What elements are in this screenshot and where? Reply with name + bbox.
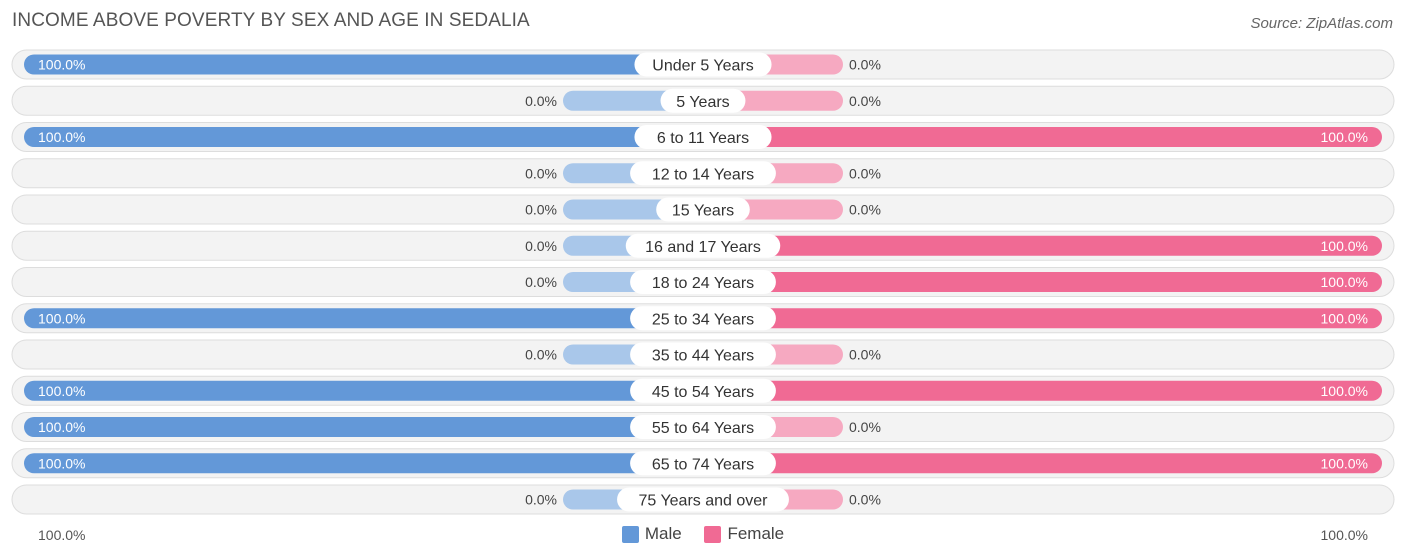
category-label: 45 to 54 Years <box>652 384 754 401</box>
axis-right-label: 100.0% <box>1320 527 1368 543</box>
female-value-label: 100.0% <box>1321 274 1368 290</box>
legend-swatch-male <box>621 525 639 543</box>
male-bar <box>24 417 703 437</box>
category-label: Under 5 Years <box>652 58 753 75</box>
male-value-label: 0.0% <box>525 165 557 181</box>
category-label-background <box>617 487 789 512</box>
category-label: 6 to 11 Years <box>657 130 749 147</box>
female-value-label: 100.0% <box>1321 129 1368 145</box>
category-label-background <box>630 270 776 294</box>
category-label: 55 to 64 Years <box>652 420 754 437</box>
male-bar <box>24 308 703 329</box>
female-bar <box>703 127 1382 147</box>
category-label: 16 and 17 Years <box>645 239 761 256</box>
female-bar <box>703 453 1382 474</box>
legend-label-female: Female <box>727 524 785 543</box>
female-value-label: 100.0% <box>1321 310 1368 326</box>
legend-swatch-female <box>704 525 722 543</box>
male-value-label: 100.0% <box>38 419 85 435</box>
category-label-background <box>630 378 776 403</box>
female-value-label: 100.0% <box>1321 238 1368 254</box>
female-value-label: 100.0% <box>1321 383 1368 399</box>
category-label: 75 Years and over <box>639 493 769 510</box>
legend-item-male: Male <box>621 524 682 544</box>
category-label: 18 to 24 Years <box>652 275 754 292</box>
category-label: 12 to 14 Years <box>652 166 754 183</box>
category-label-background <box>656 197 750 222</box>
legend-item-female: Female <box>704 524 784 544</box>
category-label: 5 Years <box>676 94 729 111</box>
female-value-label: 0.0% <box>849 492 881 508</box>
male-value-label: 0.0% <box>525 347 557 363</box>
male-value-label: 100.0% <box>38 310 85 326</box>
axis-left-label: 100.0% <box>38 527 86 543</box>
male-value-label: 100.0% <box>38 129 85 145</box>
male-bar <box>24 380 703 401</box>
category-label: 25 to 34 Years <box>652 311 754 328</box>
male-bar <box>24 54 703 75</box>
female-value-label: 0.0% <box>849 57 881 73</box>
category-label: 65 to 74 Years <box>652 456 754 473</box>
male-value-label: 100.0% <box>38 383 85 399</box>
female-value-label: 0.0% <box>849 93 881 109</box>
category-label-background <box>630 306 776 331</box>
category-label-background <box>634 52 772 77</box>
female-bar <box>703 235 1382 256</box>
male-bar <box>24 127 703 147</box>
male-value-label: 100.0% <box>38 57 85 73</box>
category-label: 15 Years <box>672 203 734 220</box>
category-label-background <box>634 125 772 149</box>
category-label: 35 to 44 Years <box>652 348 754 365</box>
category-label-background <box>630 161 776 186</box>
male-bar <box>24 453 703 474</box>
male-value-label: 0.0% <box>525 492 557 508</box>
category-label-background <box>630 415 776 439</box>
female-value-label: 0.0% <box>849 202 881 218</box>
legend-label-male: Male <box>644 524 682 543</box>
female-value-label: 0.0% <box>849 347 881 363</box>
male-value-label: 100.0% <box>38 455 85 471</box>
male-value-label: 0.0% <box>525 93 557 109</box>
category-label-background <box>625 233 781 258</box>
male-value-label: 0.0% <box>525 202 557 218</box>
male-value-label: 0.0% <box>525 274 557 290</box>
female-bar <box>703 308 1382 329</box>
male-value-label: 0.0% <box>525 238 557 254</box>
female-bar <box>703 380 1382 401</box>
category-label-background <box>660 88 746 113</box>
female-value-label: 0.0% <box>849 165 881 181</box>
female-bar <box>703 272 1382 292</box>
legend: Male Female <box>0 524 1406 548</box>
chart-title: INCOME ABOVE POVERTY BY SEX AND AGE IN S… <box>12 10 530 31</box>
female-value-label: 0.0% <box>849 419 881 435</box>
source-label: Source: ZipAtlas.com <box>1250 15 1393 32</box>
category-label-background <box>630 342 776 367</box>
category-label-background <box>630 451 776 476</box>
female-value-label: 100.0% <box>1321 455 1368 471</box>
